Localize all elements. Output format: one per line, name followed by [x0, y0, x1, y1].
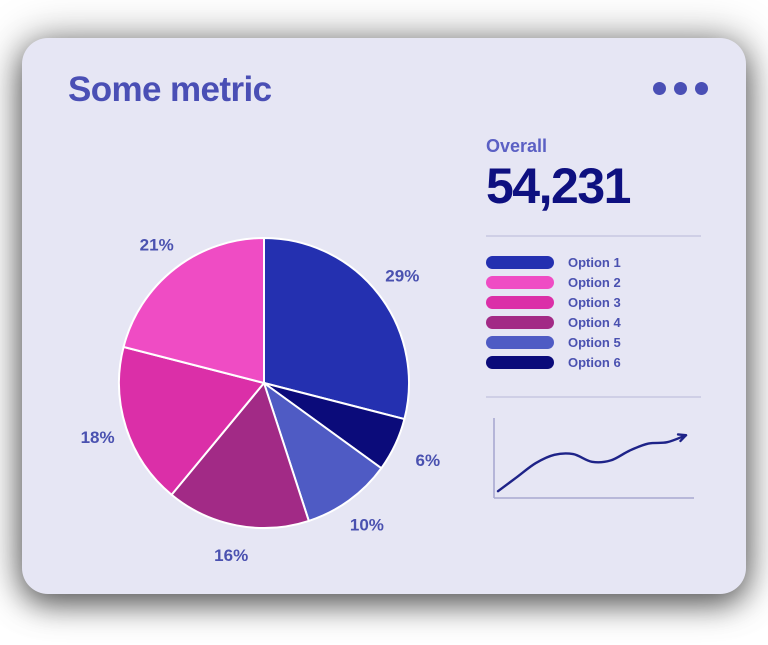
pie-slice-option-2[interactable]: [122, 236, 265, 385]
legend-swatch-icon: [486, 316, 554, 329]
pie-data-label: 6%: [416, 451, 441, 470]
pie-slice-option-3[interactable]: [118, 345, 266, 497]
trend-sparkline: [486, 412, 701, 507]
legend-item-5[interactable]: Option 5: [486, 335, 720, 350]
pie-data-label: 16%: [214, 546, 248, 565]
legend-item-1[interactable]: Option 1: [486, 255, 720, 270]
trend-sparkline-svg: [493, 418, 694, 499]
pie-data-label: 18%: [81, 428, 115, 447]
menu-dot: [695, 82, 708, 95]
legend-label: Option 5: [568, 335, 621, 350]
pie-slice-option-1[interactable]: [263, 236, 410, 421]
legend-label: Option 3: [568, 295, 621, 310]
legend-swatch-icon: [486, 296, 554, 309]
legend: Option 1 Option 2 Option 3 Option 4 Option 5…: [486, 255, 720, 370]
legend-label: Option 1: [568, 255, 621, 270]
metric-card: Some metric 29% 6% 10% 16% 18% 21% Overall 54…: [22, 38, 746, 594]
pie-data-label: 10%: [350, 516, 384, 535]
overall-label: Overall: [486, 136, 548, 156]
pie-label-group: 29% 6% 10% 16% 18% 21%: [81, 236, 441, 565]
menu-dot: [674, 82, 687, 95]
divider: [486, 396, 701, 398]
menu-dot: [653, 82, 666, 95]
legend-item-4[interactable]: Option 4: [486, 315, 720, 330]
legend-swatch-icon: [486, 336, 554, 349]
legend-swatch-icon: [486, 356, 554, 369]
legend-label: Option 4: [568, 315, 621, 330]
pie-chart-svg: 29% 6% 10% 16% 18% 21%: [81, 236, 441, 565]
legend-item-6[interactable]: Option 6: [486, 355, 720, 370]
trend-line: [496, 434, 688, 493]
legend-swatch-icon: [486, 256, 554, 269]
legend-swatch-icon: [486, 276, 554, 289]
legend-item-3[interactable]: Option 3: [486, 295, 720, 310]
trend-arrow-icon: [676, 433, 688, 443]
page-title: Some metric: [68, 70, 272, 109]
pie-slice-option-4[interactable]: [170, 380, 311, 529]
legend-item-2[interactable]: Option 2: [486, 275, 720, 290]
pie-data-label: 29%: [385, 267, 419, 286]
pie-slice-option-5[interactable]: [262, 380, 383, 523]
pie-slice-group: [118, 236, 410, 529]
legend-label: Option 2: [568, 275, 621, 290]
pie-data-label: 21%: [140, 236, 174, 255]
legend-label: Option 6: [568, 355, 621, 370]
more-horizontal-icon[interactable]: [653, 82, 708, 95]
divider: [486, 235, 701, 237]
pie-chart: 29% 6% 10% 16% 18% 21%: [32, 148, 472, 568]
overall-value: 54,231: [486, 158, 631, 214]
